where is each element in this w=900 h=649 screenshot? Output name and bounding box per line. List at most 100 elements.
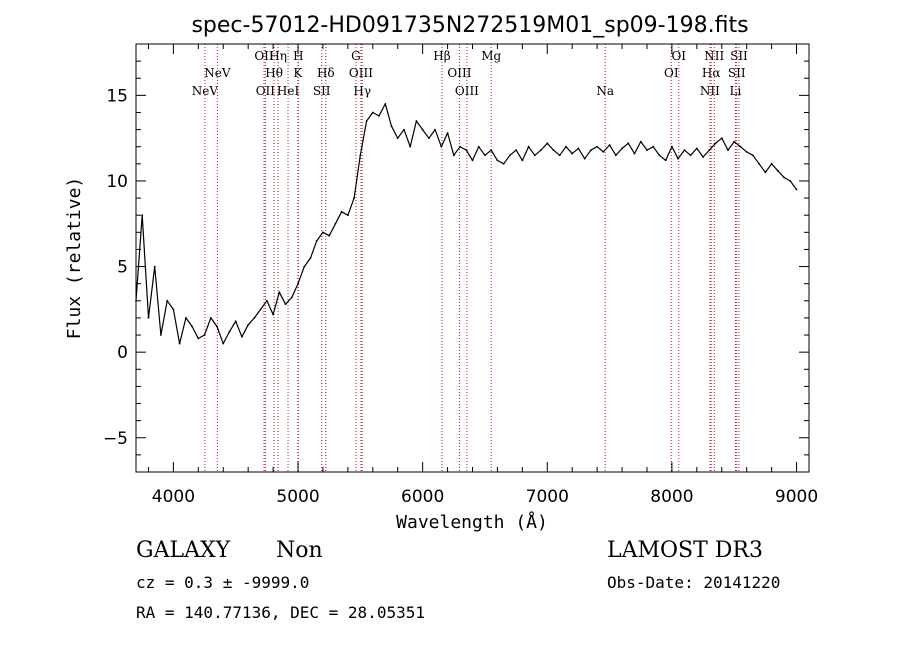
flux-point-72: [583, 157, 586, 160]
flux-point-67: [552, 149, 555, 152]
line-marker-label-11: G: [351, 49, 361, 63]
flux-point-30: [322, 231, 324, 234]
flux-point-103: [776, 169, 779, 172]
flux-point-8: [185, 317, 187, 319]
line-marker-label-17: Mg: [481, 49, 501, 63]
flux-point-56: [484, 154, 486, 157]
flux-point-41: [390, 125, 393, 128]
flux-point-22: [272, 313, 274, 316]
flux-point-18: [247, 323, 250, 326]
flux-point-63: [527, 145, 530, 148]
flux-point-59: [502, 162, 505, 165]
flux-point-86: [671, 145, 673, 148]
chart-title: spec-57012-HD091735N272519M01_sp09-198.f…: [191, 13, 748, 38]
x-tick-label-9000: 9000: [775, 487, 818, 507]
flux-point-14: [222, 342, 225, 345]
flux-point-27: [303, 265, 306, 268]
line-marker-label-20: OI: [664, 66, 679, 80]
flux-point-75: [602, 151, 605, 153]
flux-point-100: [758, 162, 760, 165]
flux-point-15: [228, 330, 231, 333]
flux-point-104: [783, 176, 785, 179]
line-marker-label-3: OII: [256, 84, 276, 98]
flux-point-85: [664, 159, 667, 162]
flux-point-20: [259, 308, 262, 311]
flux-point-87: [677, 157, 679, 160]
flux-point-73: [590, 149, 592, 152]
flux-point-95: [727, 149, 729, 152]
flux-point-44: [409, 145, 412, 148]
flux-point-80: [633, 152, 636, 155]
flux-point-6: [172, 308, 175, 311]
flux-point-81: [639, 140, 642, 143]
flux-point-42: [396, 137, 399, 140]
y-tick-label-15: 15: [106, 86, 128, 106]
flux-point-49: [440, 145, 443, 148]
x-tick-label-8000: 8000: [650, 487, 693, 507]
obs-date: Obs-Date: 20141220: [607, 573, 781, 592]
line-markers: NeVNeVOIIOIIHηHθHeIHKSIIHδGOIIIHγHβOIIIO…: [192, 44, 748, 472]
line-marker-label-14: Hβ: [433, 49, 450, 63]
flux-point-40: [384, 103, 387, 105]
flux-point-92: [708, 149, 711, 152]
x-axis-label: Wavelength (Å): [396, 511, 548, 533]
line-marker-label-8: K: [293, 66, 303, 80]
flux-point-43: [403, 128, 405, 131]
flux-point-4: [160, 334, 162, 336]
flux-point-102: [770, 162, 773, 165]
flux-point-50: [446, 132, 449, 134]
flux-point-5: [166, 299, 169, 302]
flux-point-46: [421, 128, 424, 131]
axis-ticks: 4000 5000 6000 7000 8000 9000 −5 0 5 10 15: [103, 44, 818, 507]
flux-point-36: [359, 154, 362, 157]
line-marker-label-10: Hδ: [317, 66, 335, 80]
flux-point-55: [477, 145, 480, 148]
flux-point-48: [434, 128, 436, 131]
flux-point-82: [646, 149, 648, 152]
flux-point-39: [378, 115, 380, 117]
flux-point-25: [290, 296, 293, 299]
flux-point-97: [739, 145, 742, 148]
x-tick-label-6000: 6000: [401, 487, 444, 507]
line-marker-label-22: Hα: [702, 66, 721, 80]
flux-point-31: [328, 234, 331, 237]
flux-point-76: [608, 144, 611, 146]
flux-point-77: [614, 154, 617, 157]
flux-point-35: [353, 197, 355, 200]
flux-point-88: [683, 149, 686, 152]
flux-point-68: [558, 154, 561, 157]
flux-point-34: [347, 214, 349, 217]
flux-point-60: [509, 154, 511, 157]
flux-point-32: [334, 222, 337, 225]
flux-point-65: [540, 149, 542, 152]
flux-point-24: [284, 303, 287, 306]
flux-point-29: [315, 240, 318, 242]
y-tick-label-10: 10: [106, 172, 128, 192]
flux-point-52: [459, 145, 461, 148]
flux-point-70: [571, 152, 574, 155]
flux-point-62: [521, 159, 524, 162]
line-marker-label-12: OIII: [349, 66, 373, 80]
subclass-label: Non: [276, 538, 323, 563]
flux-line: [135, 103, 797, 345]
flux-point-57: [490, 149, 493, 152]
flux-point-101: [764, 171, 767, 174]
flux-point-38: [371, 111, 374, 114]
flux-point-99: [752, 154, 754, 157]
flux-point-74: [596, 145, 598, 148]
flux-point-11: [203, 334, 206, 336]
flux-point-83: [652, 145, 655, 148]
line-marker-label-1: NeV: [204, 66, 231, 80]
flux-point-54: [471, 159, 474, 162]
flux-point-93: [714, 142, 717, 145]
line-marker-label-9: SII: [313, 84, 331, 98]
flux-point-3: [153, 265, 156, 268]
flux-point-26: [297, 282, 299, 285]
flux-point-13: [216, 325, 218, 328]
flux-point-89: [689, 154, 692, 157]
flux-point-28: [309, 257, 312, 259]
flux-point-64: [533, 154, 536, 157]
line-marker-label-16: OIII: [455, 84, 479, 98]
line-marker-label-6: HeI: [277, 84, 300, 98]
